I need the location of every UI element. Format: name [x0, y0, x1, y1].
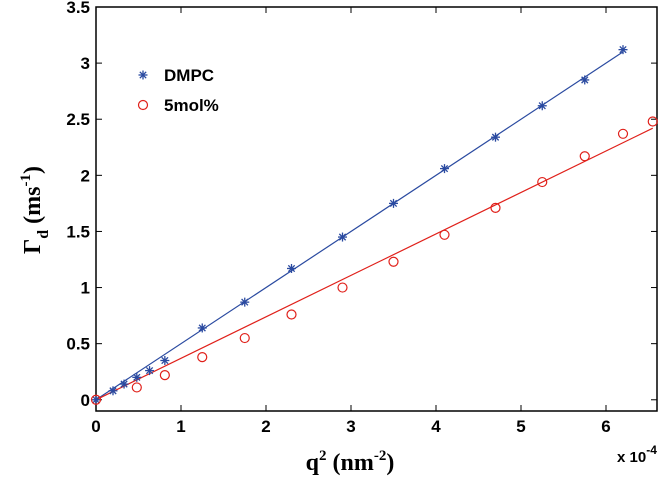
- y-tick-label: 2.5: [66, 110, 90, 129]
- dmpc-point: [197, 323, 207, 333]
- dmpc-point: [389, 198, 398, 208]
- dmpc-point: [108, 386, 118, 396]
- x-tick-label: 0: [91, 417, 100, 436]
- x-tick-label: 1: [176, 417, 185, 436]
- dmpc-point: [119, 379, 129, 389]
- x-tick-label: 2: [261, 417, 270, 436]
- 5mol-point: [90, 394, 102, 405]
- dmpc-point: [240, 297, 250, 307]
- dmpc-fit-line: [95, 51, 624, 401]
- 5mol-point: [647, 116, 658, 127]
- 5mol-point: [579, 151, 590, 162]
- x-tick-label: 4: [431, 417, 441, 436]
- 5mol-point: [439, 229, 450, 240]
- 5mol-point: [537, 176, 548, 188]
- y-tick-label: 0.5: [66, 335, 90, 354]
- data-markers: [90, 45, 658, 405]
- 5mol-point: [239, 332, 250, 344]
- legend-label-dmpc: DMPC: [164, 66, 214, 85]
- 5mol-point: [617, 128, 629, 139]
- 5mol-point: [159, 369, 170, 381]
- 5mol-point: [337, 282, 348, 293]
- y-tick-label: 1: [81, 279, 90, 298]
- y-tick-label: 3: [81, 54, 90, 73]
- 5mol-point: [286, 309, 297, 320]
- axis-ticks: 0 1 2 3 4 5 6 0 0.5 1 1.5 2 2.5 3 3.5: [66, 0, 657, 436]
- 5mol-point: [490, 202, 501, 213]
- x-tick-label: 5: [516, 417, 525, 436]
- y-axis-label: Γd (ms-1): [18, 166, 52, 254]
- 5mol-fit-line: [95, 127, 654, 401]
- y-tick-label: 0: [81, 391, 90, 410]
- fit-lines: [95, 51, 654, 401]
- dmpc-point: [287, 263, 296, 273]
- y-tick-label: 3.5: [66, 0, 90, 17]
- dmpc-point: [338, 232, 347, 242]
- dmpc-point: [618, 45, 628, 55]
- dmpc-point: [580, 75, 590, 85]
- legend: DMPC 5mol%: [137, 66, 219, 115]
- 5mol-point: [197, 352, 208, 363]
- dmpc-point: [145, 366, 155, 376]
- legend-marker-5mol: [137, 99, 149, 111]
- y-tick-label: 2: [81, 166, 90, 185]
- x-axis-multiplier: x 10-4: [617, 443, 657, 466]
- x-tick-label: 6: [601, 417, 610, 436]
- legend-marker-dmpc: [138, 70, 148, 80]
- x-axis-label: q2 (nm-2): [306, 448, 395, 476]
- dmpc-point: [537, 101, 547, 111]
- plot-area: [95, 6, 658, 412]
- dmpc-point: [440, 164, 449, 174]
- dmpc-point: [491, 132, 500, 142]
- dmpc-point: [160, 356, 170, 365]
- legend-label-5mol: 5mol%: [164, 96, 219, 115]
- dmpc-point: [91, 395, 101, 405]
- y-tick-label: 1.5: [66, 222, 90, 241]
- 5mol-point: [131, 382, 142, 393]
- x-tick-label: 3: [346, 417, 355, 436]
- dmpc-point: [132, 372, 142, 382]
- 5mol-point: [388, 256, 399, 267]
